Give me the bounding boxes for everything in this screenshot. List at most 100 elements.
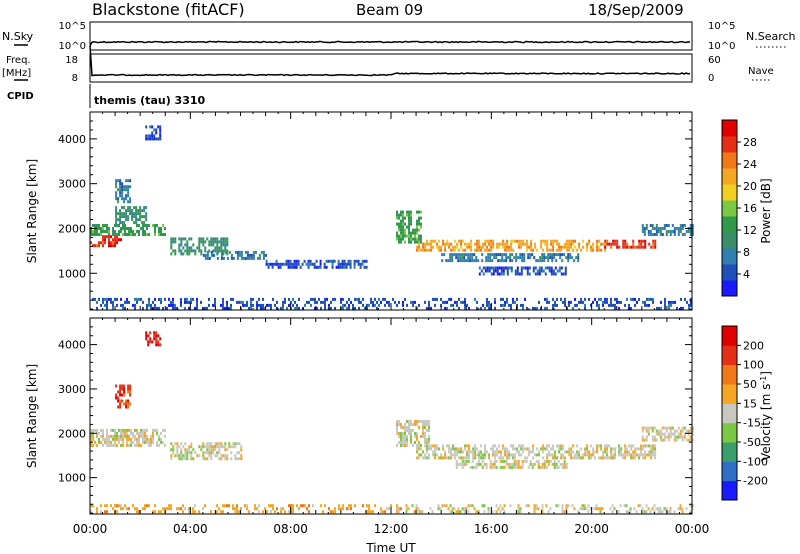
range-cell [127, 179, 130, 183]
range-cell [616, 297, 618, 301]
range-cell [484, 242, 487, 246]
range-cell [330, 306, 332, 310]
range-cell [640, 239, 643, 243]
range-cell [126, 443, 128, 447]
range-cell [112, 443, 114, 447]
range-cell [362, 297, 364, 301]
range-cell [437, 507, 440, 511]
range-cell [518, 245, 521, 249]
range-cell [98, 224, 100, 227]
range-cell [651, 429, 654, 433]
range-cell [92, 233, 94, 236]
range-cell [618, 450, 621, 454]
range-cell [222, 454, 225, 458]
range-cell [110, 241, 112, 245]
range-cell [527, 256, 530, 260]
range-cell [522, 303, 524, 307]
range-cell [174, 240, 177, 244]
range-cell [474, 453, 477, 457]
range-cell [372, 303, 374, 307]
range-cell [626, 450, 629, 454]
range-cell [415, 504, 418, 508]
range-cell [580, 300, 582, 304]
range-cell [511, 462, 514, 466]
range-cell [398, 228, 400, 232]
range-cell [115, 393, 118, 397]
range-cell [530, 450, 533, 454]
range-cell [136, 230, 138, 233]
range-cell [464, 444, 467, 448]
range-cell [291, 265, 294, 269]
range-cell [142, 227, 144, 230]
x-tick-label: 20:00 [574, 522, 609, 536]
range-cell [566, 450, 569, 454]
range-cell [140, 431, 142, 435]
range-cell [402, 435, 404, 438]
range-cell [514, 239, 517, 243]
range-cell [461, 462, 464, 466]
range-cell [569, 253, 572, 257]
range-cell [123, 197, 126, 201]
range-cell [154, 428, 156, 432]
range-cell [663, 435, 666, 439]
range-cell [129, 179, 132, 183]
range-cell [492, 453, 495, 457]
range-cell [492, 245, 495, 249]
range-cell [502, 447, 505, 451]
range-cell [252, 303, 254, 307]
range-cell [506, 297, 508, 301]
beam-label: Beam 09 [356, 1, 423, 19]
range-cell [280, 507, 282, 511]
colorbar-swatch [722, 326, 737, 346]
range-cell [244, 256, 247, 260]
range-cell [114, 504, 116, 508]
range-cell [526, 306, 528, 310]
range-cell [410, 438, 412, 441]
range-cell [481, 459, 484, 463]
range-cell [119, 387, 122, 391]
range-cell [602, 300, 604, 304]
range-cell [488, 242, 491, 246]
range-cell [498, 456, 501, 460]
range-cell [426, 420, 428, 423]
range-cell [323, 265, 326, 269]
range-cell [457, 259, 460, 263]
range-cell [396, 420, 398, 423]
range-cell [178, 454, 181, 458]
range-cell [122, 227, 124, 230]
radar-title: Blackstone (fitACF) [92, 0, 245, 19]
range-cell [94, 297, 96, 301]
range-cell [115, 396, 118, 400]
range-cell [641, 230, 644, 233]
range-cell [176, 454, 179, 458]
range-cell [283, 262, 286, 266]
range-cell [592, 248, 595, 252]
range-cell [129, 393, 132, 397]
range-cell [208, 240, 211, 244]
range-cell [610, 450, 613, 454]
range-cell [630, 453, 633, 457]
range-cell [338, 507, 340, 511]
range-cell [248, 510, 250, 514]
range-cell [554, 239, 557, 243]
range-cell [143, 206, 146, 210]
range-cell [380, 300, 382, 304]
range-cell [174, 249, 177, 253]
range-cell [130, 428, 132, 432]
range-cell [439, 507, 442, 511]
range-cell [499, 253, 502, 257]
power-panel-frame [89, 111, 693, 311]
range-cell [222, 445, 225, 449]
range-cell [150, 303, 152, 307]
range-cell [567, 253, 570, 257]
range-cell [134, 297, 136, 301]
range-cell [272, 507, 274, 511]
range-cell [646, 444, 649, 448]
range-cell [106, 300, 108, 304]
range-cell [501, 259, 504, 263]
range-cell [436, 242, 439, 246]
range-cell [280, 510, 282, 514]
range-cell [337, 259, 340, 263]
range-cell [226, 306, 228, 310]
